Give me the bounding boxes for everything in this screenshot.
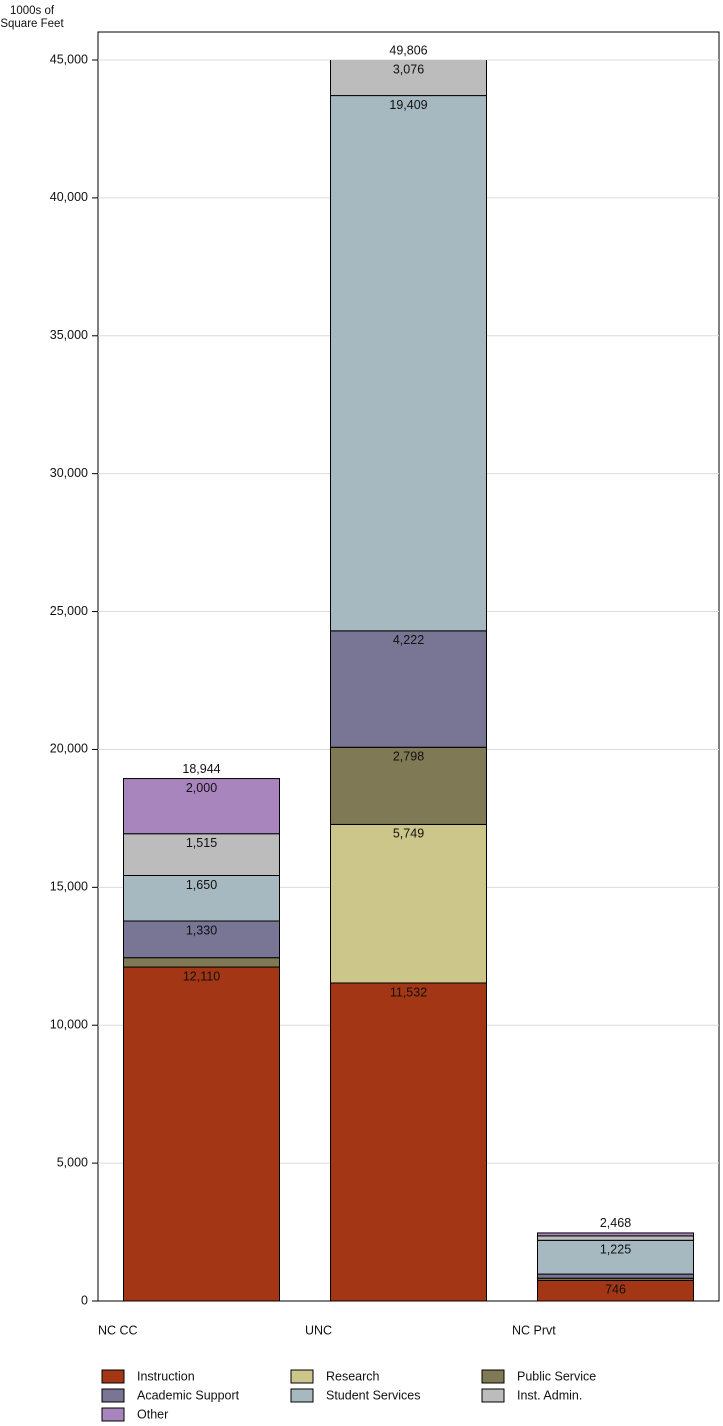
legend-label: Other	[137, 1407, 168, 1421]
legend-label: Inst. Admin.	[517, 1388, 582, 1402]
value-label: 1,650	[186, 878, 217, 892]
y-tick-label: 30,000	[50, 466, 88, 480]
value-label: 2,798	[393, 750, 424, 764]
bar-segment	[123, 875, 280, 922]
value-label: 3,076	[393, 62, 424, 76]
legend-swatch	[101, 1369, 125, 1384]
value-label: 1,225	[600, 1243, 631, 1257]
y-tick-label: 35,000	[50, 328, 88, 342]
legend-swatch	[290, 1388, 314, 1403]
y-axis-label: 1000s of	[10, 5, 55, 17]
y-tick-label: 40,000	[50, 190, 88, 204]
bar-segment	[123, 778, 280, 835]
legend-label: Academic Support	[137, 1388, 240, 1402]
bar-segment	[537, 1273, 694, 1279]
y-tick-label: 5,000	[57, 1155, 88, 1169]
y-tick-label: 10,000	[50, 1018, 88, 1032]
legend-label: Public Service	[517, 1369, 596, 1383]
bar-segment	[331, 0, 487, 11]
bar-segment	[330, 95, 487, 632]
y-tick-label: 25,000	[50, 604, 88, 618]
y-axis-label: Square Feet	[0, 18, 64, 30]
total-label: 49,806	[389, 43, 427, 57]
bar-segment	[330, 60, 487, 97]
x-tick-label: NC Prvt	[512, 1323, 556, 1337]
bar-segment	[123, 920, 280, 959]
total-label: 2,468	[600, 1216, 631, 1230]
value-label: 11,532	[390, 985, 427, 999]
y-tick-label: 0	[81, 1293, 88, 1307]
legend-swatch	[101, 1407, 125, 1422]
value-label: 4,222	[393, 633, 424, 647]
value-label: 1,515	[186, 836, 217, 850]
value-label: 2,000	[186, 781, 217, 795]
value-label: 5,749	[393, 827, 424, 841]
bars	[123, 0, 694, 1301]
total-label: 18,944	[182, 762, 220, 776]
value-label: 746	[605, 1283, 626, 1297]
bar-segment	[537, 1239, 694, 1275]
bar-segment	[537, 1235, 694, 1241]
bar-segment	[123, 833, 280, 877]
legend-swatch	[481, 1369, 505, 1384]
y-tick-label: 15,000	[50, 880, 88, 894]
x-tick-label: UNC	[305, 1323, 332, 1337]
bar-segment	[123, 957, 280, 968]
y-tick-label: 20,000	[50, 742, 88, 756]
x-tick-label: NC CC	[98, 1323, 138, 1337]
value-label: 12,110	[183, 969, 220, 983]
bar-segment	[330, 746, 487, 825]
legend-swatch	[481, 1388, 505, 1403]
value-label: 19,409	[389, 98, 427, 112]
bar-segment	[123, 966, 280, 1301]
legend-swatch	[101, 1388, 125, 1403]
legend-swatch	[290, 1369, 314, 1384]
y-tick-label: 45,000	[50, 52, 88, 66]
value-label: 1,330	[186, 923, 217, 937]
labels: 0 5,000 10,000 15,000 20,000 25,000 30,000 35,0…	[50, 43, 631, 1337]
legend-label: Student Services	[326, 1388, 421, 1402]
bar-segment	[330, 630, 487, 748]
legend-label: Research	[326, 1369, 380, 1383]
bar-segment	[330, 982, 487, 1301]
bar-segment	[537, 1232, 694, 1237]
legend-label: Instruction	[137, 1369, 195, 1383]
bar-segment	[330, 823, 487, 984]
